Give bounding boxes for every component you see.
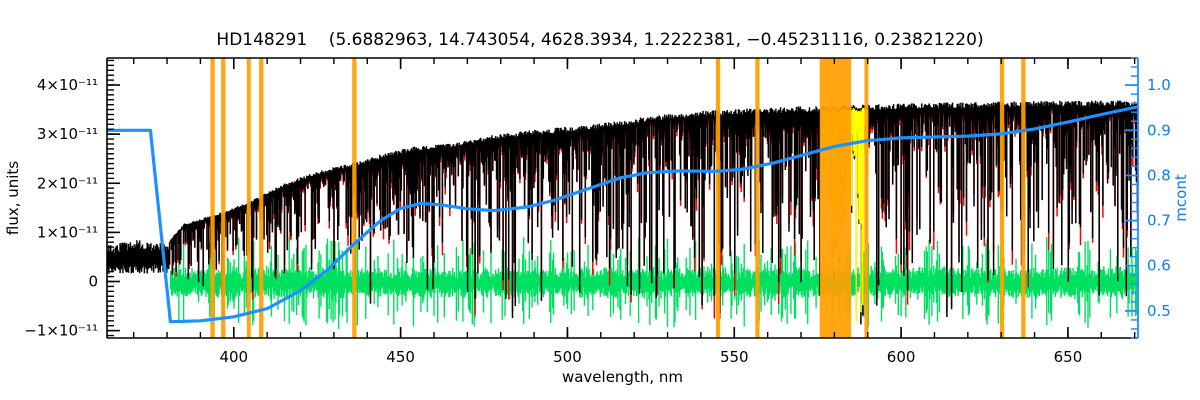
x-tick-label: 400: [219, 348, 248, 366]
masked-band: [221, 58, 226, 338]
x-tick-label: 550: [720, 348, 749, 366]
y-tick-label: −1×10⁻¹¹: [24, 322, 98, 340]
residual-trace: [169, 236, 1138, 329]
masked-band: [1021, 58, 1026, 338]
masked-band: [352, 58, 357, 338]
y-axis-label: flux, units: [4, 161, 22, 235]
y-axis-right: 0.5 0.6 0.7 0.8 0.9 1.0: [1125, 57, 1171, 339]
x-axis-label: wavelength, nm: [562, 368, 683, 386]
masked-band: [999, 58, 1005, 338]
y-right-tick-label: 0.7: [1147, 212, 1171, 230]
y-axis-right-label: mcont: [1172, 174, 1190, 222]
masked-bands: [210, 58, 1026, 338]
masked-band: [864, 58, 869, 338]
masked-band: [210, 58, 215, 338]
mcont-series: [107, 105, 1138, 324]
masked-band: [755, 58, 760, 338]
masked-band: [715, 58, 721, 338]
y-right-tick-label: 0.5: [1147, 302, 1171, 320]
masked-band: [819, 58, 852, 338]
x-tick-label: 600: [887, 348, 916, 366]
residuals-series: [169, 236, 1138, 329]
y-tick-label: 3×10⁻¹¹: [37, 125, 98, 143]
plot-title: HD148291 (5.6882963, 14.743054, 4628.393…: [216, 30, 984, 50]
x-tick-label: 450: [386, 348, 415, 366]
masked-band: [259, 58, 264, 338]
x-tick-label: 650: [1054, 348, 1083, 366]
y-right-tick-label: 0.9: [1147, 121, 1171, 139]
y-tick-label: 0: [88, 273, 98, 291]
y-right-tick-label: 1.0: [1147, 76, 1171, 94]
y-tick-label: 2×10⁻¹¹: [37, 174, 98, 192]
y-tick-label: 4×10⁻¹¹: [37, 76, 98, 94]
y-axis-left: −1×10⁻¹¹ 0 1×10⁻¹¹ 2×10⁻¹¹ 3×10⁻¹¹ 4×10⁻¹¹: [24, 59, 120, 340]
x-tick-label: 500: [553, 348, 582, 366]
x-axis: 400 450 500 550 600 650: [132, 58, 1136, 366]
y-tick-label: 1×10⁻¹¹: [37, 223, 98, 241]
y-right-tick-label: 0.8: [1147, 166, 1171, 184]
mcont-trace: [107, 105, 1138, 324]
masked-band: [246, 58, 251, 338]
y-right-tick-label: 0.6: [1147, 257, 1171, 275]
